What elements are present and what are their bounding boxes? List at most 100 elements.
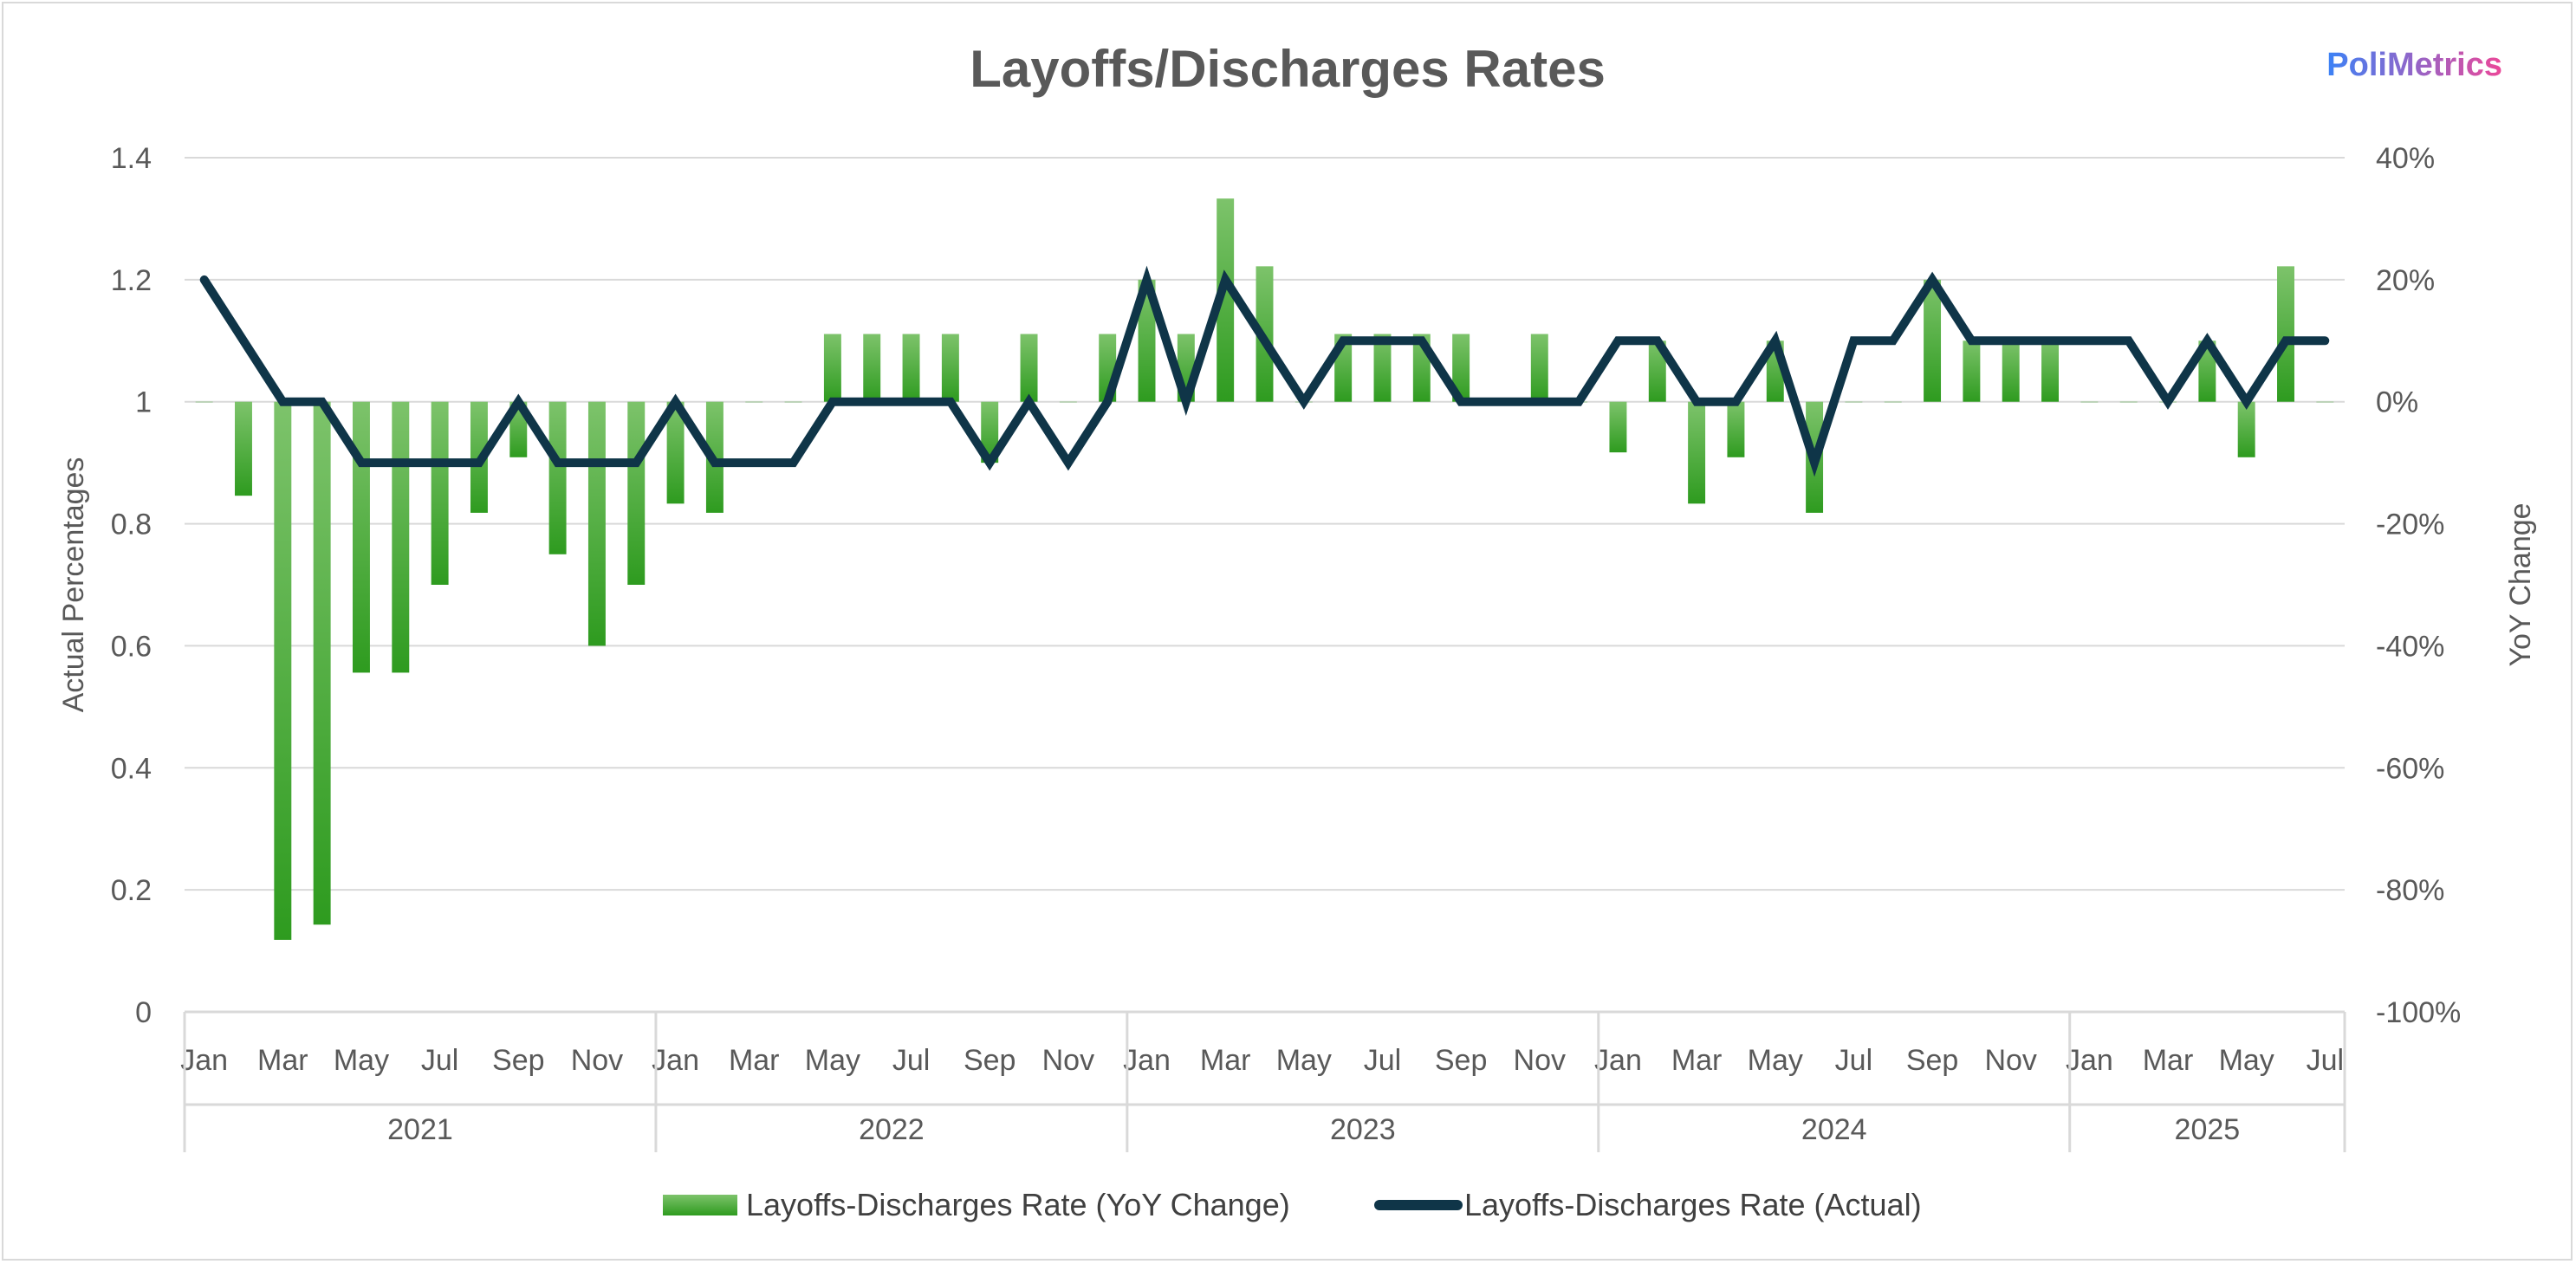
brand-logo: PoliMetrics xyxy=(2326,47,2502,83)
bar xyxy=(823,334,841,402)
month-label: Mar xyxy=(1671,1044,1723,1077)
month-label: Sep xyxy=(964,1044,1016,1077)
right-tick-label: -60% xyxy=(2376,752,2444,785)
left-tick-label: 1.2 xyxy=(111,264,152,297)
month-label: Nov xyxy=(1984,1044,2036,1077)
left-tick-label: 0.4 xyxy=(111,752,152,785)
chart-title: Layoffs/Discharges Rates xyxy=(970,40,1606,98)
bar xyxy=(902,334,920,402)
year-label: 2022 xyxy=(859,1113,925,1146)
bar xyxy=(2080,401,2099,403)
series-line xyxy=(199,265,2330,477)
legend: Layoffs-Discharges Rate (YoY Change) Lay… xyxy=(663,1187,1922,1222)
bar xyxy=(1217,198,1235,402)
month-label: May xyxy=(1748,1044,1803,1077)
left-tick-label: 0.2 xyxy=(111,874,152,907)
bar xyxy=(2041,340,2060,402)
month-label: May xyxy=(805,1044,860,1077)
bar xyxy=(2237,401,2255,457)
bar xyxy=(745,401,763,403)
left-axis-title: Actual Percentages xyxy=(57,457,90,713)
right-tick-label: 0% xyxy=(2376,386,2418,419)
month-label: May xyxy=(334,1044,389,1077)
bar xyxy=(1059,401,1077,403)
right-tick-label: -40% xyxy=(2376,630,2444,663)
bar xyxy=(784,401,802,403)
left-tick-label: 1 xyxy=(135,386,152,419)
bar xyxy=(1845,401,1863,403)
bar xyxy=(863,334,881,402)
month-label: Mar xyxy=(2143,1044,2194,1077)
month-label: Jan xyxy=(652,1044,699,1077)
left-tick-label: 0.6 xyxy=(111,630,152,663)
left-axis-ticks: 0 0.2 0.4 0.6 0.8 1 1.2 1.4 xyxy=(111,142,152,1029)
bar-series xyxy=(195,198,2334,940)
year-label: 2021 xyxy=(387,1113,453,1146)
bar xyxy=(1884,401,1902,403)
month-label: Nov xyxy=(1042,1044,1094,1077)
year-label: 2025 xyxy=(2175,1113,2241,1146)
right-tick-label: -80% xyxy=(2376,874,2444,907)
month-label: May xyxy=(1276,1044,1332,1077)
month-label: Jul xyxy=(1364,1044,1401,1077)
line-series xyxy=(199,265,2330,477)
month-label: Jan xyxy=(180,1044,228,1077)
month-label: Jul xyxy=(892,1044,930,1077)
legend-label-line: Layoffs-Discharges Rate (Actual) xyxy=(1464,1187,1922,1222)
right-tick-label: 20% xyxy=(2376,264,2435,297)
bar xyxy=(2198,340,2216,402)
bar xyxy=(1452,334,1470,402)
right-axis-ticks: -100% -80% -60% -40% -20% 0% 20% 40% xyxy=(2376,142,2461,1029)
month-label: Sep xyxy=(492,1044,545,1077)
bar xyxy=(548,401,567,554)
bar xyxy=(353,401,370,673)
bar xyxy=(1373,334,1392,402)
bar xyxy=(2277,266,2294,402)
bar xyxy=(431,401,449,585)
month-label: Jul xyxy=(1835,1044,1872,1077)
month-label: Jan xyxy=(1594,1044,1642,1077)
month-label: Jan xyxy=(1123,1044,1171,1077)
year-label: 2023 xyxy=(1330,1113,1396,1146)
bar xyxy=(981,401,999,463)
month-label: Mar xyxy=(729,1044,780,1077)
month-label: Nov xyxy=(1514,1044,1566,1077)
month-label: Nov xyxy=(571,1044,623,1077)
bar xyxy=(1648,340,1666,402)
legend-swatch-bar xyxy=(663,1195,737,1215)
bar xyxy=(627,401,646,585)
bar xyxy=(1963,340,1981,402)
right-axis-title: YoY Change xyxy=(2504,502,2537,666)
month-label: Jul xyxy=(2307,1044,2344,1077)
bar xyxy=(1609,401,1627,453)
bar xyxy=(235,401,252,496)
month-label: Sep xyxy=(1435,1044,1488,1077)
bar xyxy=(2119,401,2138,403)
month-label: Mar xyxy=(257,1044,308,1077)
bar xyxy=(274,401,292,940)
bar xyxy=(2316,401,2334,403)
bar xyxy=(1530,334,1548,402)
bar xyxy=(587,401,606,646)
bar xyxy=(2002,340,2020,402)
month-label: Sep xyxy=(1906,1044,1959,1077)
right-tick-label: 40% xyxy=(2376,142,2435,175)
bar xyxy=(1020,334,1038,402)
right-tick-label: -100% xyxy=(2376,996,2461,1029)
left-tick-label: 0 xyxy=(135,996,152,1029)
right-tick-label: -20% xyxy=(2376,509,2444,541)
bar xyxy=(313,401,331,925)
month-label: Mar xyxy=(1200,1044,1251,1077)
month-label: Jan xyxy=(2066,1044,2113,1077)
bar xyxy=(1688,401,1706,504)
left-tick-label: 0.8 xyxy=(111,509,152,541)
bar xyxy=(392,401,410,673)
legend-label-bar: Layoffs-Discharges Rate (YoY Change) xyxy=(746,1187,1290,1222)
bar xyxy=(1727,401,1745,457)
bar xyxy=(1138,279,1156,402)
year-label: 2024 xyxy=(1801,1113,1867,1146)
bar xyxy=(195,401,213,403)
bar xyxy=(666,401,685,504)
